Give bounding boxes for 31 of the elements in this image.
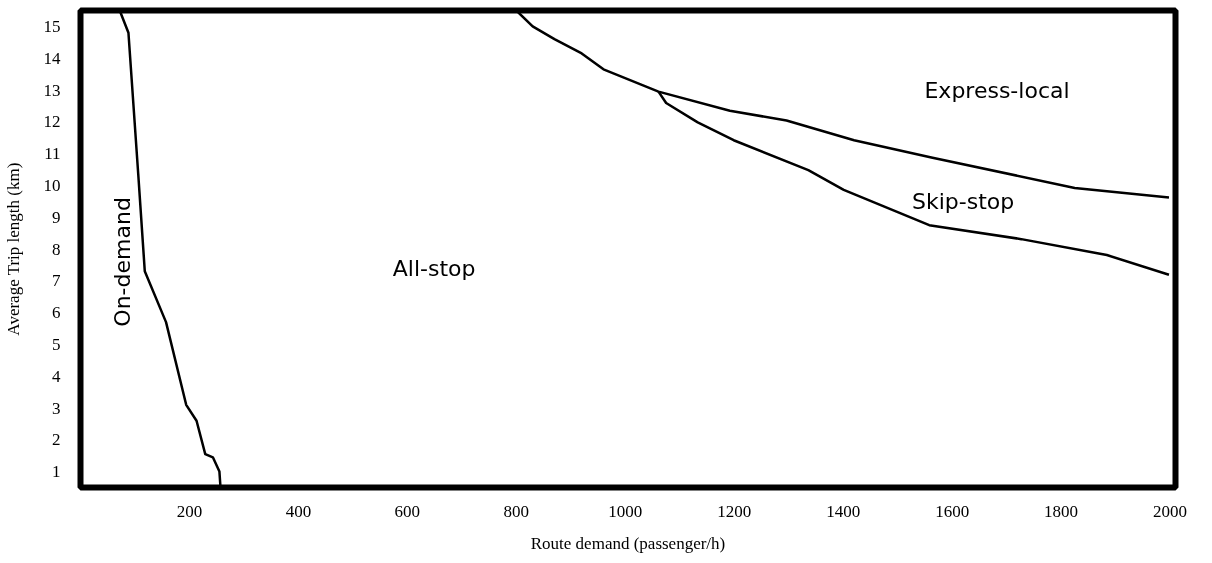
y-axis-title: Average Trip length (km) xyxy=(3,162,23,336)
y-tick-label: 8 xyxy=(52,239,61,259)
y-tick-label: 10 xyxy=(43,175,61,195)
annotation: Skip-stop xyxy=(911,188,1015,214)
y-tick-label: 5 xyxy=(52,334,61,354)
x-tick-label: 800 xyxy=(503,501,530,521)
x-tick-label: 600 xyxy=(394,501,421,521)
x-tick-label: 1200 xyxy=(717,501,752,521)
x-tick-label: 200 xyxy=(176,501,203,521)
x-tick-label: 2000 xyxy=(1153,501,1188,521)
annotation: On-demand xyxy=(109,197,135,327)
y-tick-label: 4 xyxy=(52,366,61,386)
y-tick-label: 9 xyxy=(52,207,61,227)
annotation: Express-local xyxy=(924,77,1070,103)
y-tick-label: 6 xyxy=(52,303,61,323)
y-tick-label: 14 xyxy=(43,48,61,68)
x-tick-label: 400 xyxy=(285,501,312,521)
x-tick-label: 1400 xyxy=(826,501,861,521)
x-tick-label: 1800 xyxy=(1044,501,1079,521)
annotation: All-stop xyxy=(392,255,476,281)
y-tick-label: 7 xyxy=(52,271,61,291)
x-tick-label: 1600 xyxy=(935,501,970,521)
x-tick-label: 1000 xyxy=(608,501,643,521)
y-tick-label: 11 xyxy=(44,144,61,164)
y-tick-label: 12 xyxy=(43,112,61,132)
y-tick-label: 3 xyxy=(52,398,61,418)
y-tick-label: 13 xyxy=(43,80,61,100)
x-axis-title: Route demand (passenger/h) xyxy=(530,533,726,553)
y-tick-label: 2 xyxy=(52,430,61,450)
y-tick-label: 15 xyxy=(43,16,61,36)
y-tick-label: 1 xyxy=(52,462,61,482)
